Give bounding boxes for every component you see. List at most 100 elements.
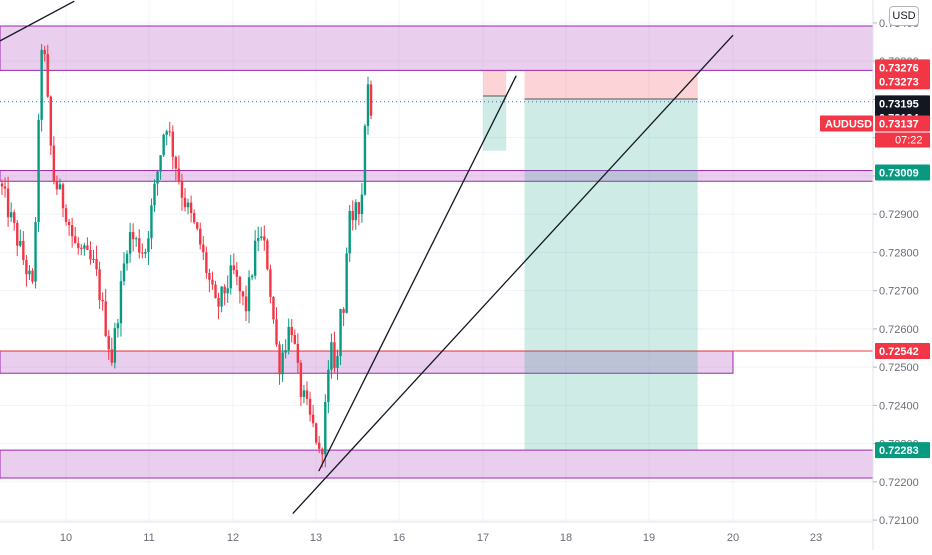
candle-body [64, 208, 68, 222]
candle-body [205, 252, 208, 273]
price-axis-bg [873, 0, 932, 550]
candle-body [92, 258, 95, 260]
candle-body [49, 96, 52, 146]
price-label: 0.72283 [879, 445, 919, 457]
candle-body [77, 243, 80, 248]
candle-body [183, 197, 187, 208]
candle-body [360, 194, 364, 215]
zone-layer [0, 25, 874, 479]
candle-body [113, 328, 117, 363]
sr-zone[interactable] [0, 449, 874, 479]
candle-body [19, 240, 22, 246]
candle-body [263, 236, 266, 241]
candle-body [110, 349, 113, 363]
candle-body [159, 155, 162, 172]
x-tick-label: 23 [810, 532, 822, 544]
candle-body [16, 222, 19, 246]
currency-button[interactable]: USD [889, 6, 919, 26]
candle-body [46, 54, 49, 97]
candle-body [199, 228, 202, 245]
sr-zone[interactable] [0, 25, 874, 71]
candle-body [89, 249, 92, 260]
price-label-bg [875, 95, 930, 112]
x-tick-label: 11 [143, 532, 154, 544]
candle-body [214, 284, 217, 299]
main-position-target-zone[interactable] [524, 99, 698, 451]
candle-body [0, 183, 4, 187]
candle-body [336, 356, 339, 368]
candle-body [83, 245, 86, 249]
candle-body [168, 131, 171, 133]
candle-body [321, 448, 324, 455]
small-position-stop-zone[interactable] [483, 70, 507, 96]
candle-body [171, 131, 174, 157]
candle-body [3, 186, 7, 189]
candle-body [275, 319, 278, 345]
candle-body [366, 84, 370, 126]
price-label-bg [875, 442, 930, 459]
candle-body [101, 299, 104, 302]
candle-body [156, 171, 159, 184]
candle-body [299, 362, 303, 397]
candle-body [34, 221, 37, 282]
last-price-label: 0.73137 [879, 119, 919, 131]
candle-body [86, 245, 89, 250]
y-tick-label: 0.72500 [879, 362, 919, 374]
candle-body [351, 210, 354, 221]
candle-body [119, 281, 123, 324]
candle-body [116, 323, 120, 329]
x-tick-label: 18 [560, 532, 572, 544]
trendline[interactable] [0, 0, 75, 42]
y-tick-label: 0.72900 [879, 209, 919, 221]
candle-body [308, 398, 312, 415]
candle-body [333, 342, 336, 368]
sr-zone[interactable] [0, 170, 874, 182]
symbol-tag: AUDUSD [825, 119, 872, 131]
candle-body [196, 222, 199, 229]
candle-body [43, 49, 46, 55]
y-tick-label: 0.72100 [879, 515, 919, 527]
countdown-bg [875, 132, 930, 148]
trendline[interactable] [292, 34, 734, 515]
candle-body [247, 277, 251, 312]
candle-body [287, 326, 290, 351]
candle-body [305, 390, 309, 399]
candle-body [104, 301, 107, 337]
candle-body [348, 210, 351, 254]
candle-body [241, 291, 245, 297]
x-tick-label: 16 [393, 532, 405, 544]
candle-body [37, 119, 40, 222]
small-position-target-zone[interactable] [483, 95, 507, 151]
candle-body [266, 240, 269, 270]
candle-body [235, 270, 239, 277]
candle-body [31, 270, 34, 282]
candle-body [98, 269, 101, 300]
price-label-bg [875, 73, 930, 90]
candle-body [250, 275, 254, 278]
candle-body [165, 131, 168, 135]
price-label-bg [875, 343, 930, 360]
candle-body [281, 352, 284, 375]
candle-body [58, 184, 62, 190]
candle-body [74, 236, 77, 244]
candle-body [311, 414, 315, 424]
trendline[interactable] [318, 75, 517, 472]
candle-body [244, 296, 248, 312]
candle-body [296, 343, 300, 363]
x-tick-label: 17 [477, 532, 489, 544]
candle-body [135, 238, 138, 240]
x-tick-label: 19 [643, 532, 655, 544]
candle-body [147, 238, 150, 253]
candle-body [302, 390, 306, 397]
candle-body [223, 286, 226, 294]
candle-body [141, 252, 144, 254]
price-label: 0.73273 [879, 76, 919, 88]
candle-body [290, 326, 293, 336]
candle-body [208, 272, 211, 280]
main-position-stop-zone[interactable] [524, 70, 698, 100]
y-tick-label: 0.72700 [879, 286, 919, 298]
candle-body [67, 221, 71, 226]
candle-body [107, 336, 110, 350]
candle-body [192, 213, 196, 223]
